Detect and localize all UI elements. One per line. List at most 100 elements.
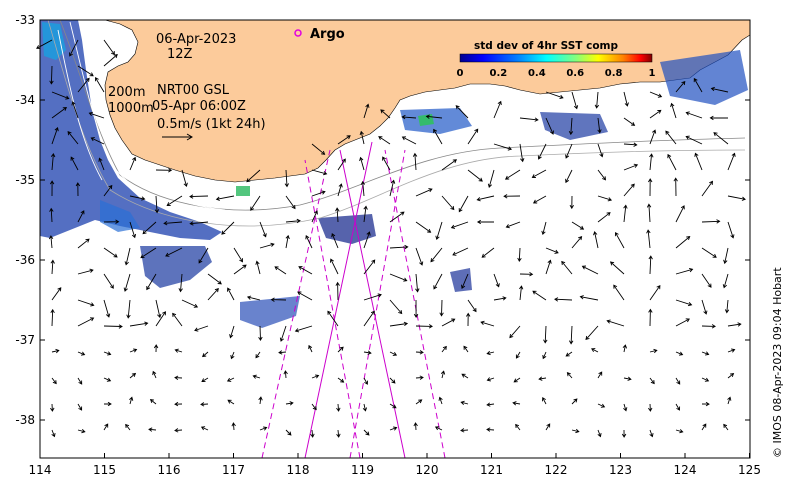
current-vector-arrow bbox=[675, 236, 691, 249]
current-vector-arrow bbox=[382, 156, 391, 171]
current-vector-arrow bbox=[701, 273, 712, 288]
current-vector-arrow bbox=[49, 207, 54, 223]
current-vector-arrow bbox=[389, 351, 398, 356]
scale-arrow-label: 0.5m/s (1kt 24h) bbox=[157, 117, 266, 132]
current-vector-arrow bbox=[51, 91, 70, 100]
current-vector-arrow bbox=[450, 221, 469, 229]
current-vector-arrow bbox=[226, 377, 235, 382]
current-vector-arrow bbox=[649, 284, 661, 301]
current-vector-arrow bbox=[363, 377, 368, 385]
current-vector-arrow bbox=[565, 351, 573, 357]
current-vector-arrow bbox=[441, 318, 456, 327]
current-vector-arrow bbox=[69, 39, 79, 57]
current-vector-arrow bbox=[103, 324, 123, 329]
current-vector-arrow bbox=[103, 423, 109, 431]
current-vector-arrow bbox=[441, 195, 455, 211]
current-vector-arrow bbox=[104, 401, 112, 407]
current-vector-arrow bbox=[259, 221, 267, 238]
current-vector-arrow bbox=[149, 399, 157, 405]
current-vector-arrow bbox=[571, 236, 583, 249]
current-vector-arrow bbox=[467, 128, 479, 145]
current-vector-arrow bbox=[597, 429, 602, 438]
current-vector-arrow bbox=[517, 247, 522, 262]
current-vector-arrow bbox=[532, 195, 547, 204]
current-vector-arrow bbox=[545, 259, 552, 275]
current-vector-arrow bbox=[337, 377, 345, 383]
current-vector-arrow bbox=[279, 325, 287, 342]
current-vector-arrow bbox=[727, 195, 746, 201]
current-vector-arrow bbox=[311, 403, 317, 411]
current-vector-arrow bbox=[648, 255, 653, 275]
x-tick-label: 121 bbox=[480, 463, 503, 477]
current-vector-arrow bbox=[252, 374, 261, 379]
current-vector-arrow bbox=[311, 143, 326, 155]
current-vector-arrow bbox=[467, 169, 483, 182]
current-vector-arrow bbox=[727, 373, 735, 379]
current-vector-arrow bbox=[359, 130, 365, 145]
current-vector-arrow bbox=[649, 109, 662, 119]
colorbar-tick-label: 0.8 bbox=[605, 68, 623, 79]
current-vector-arrow bbox=[294, 325, 313, 333]
current-vector-arrow bbox=[129, 195, 146, 201]
current-vector-arrow bbox=[103, 54, 118, 67]
current-vector-arrow bbox=[545, 247, 559, 254]
current-vector-arrow bbox=[415, 399, 423, 405]
y-tick-label: -33 bbox=[15, 13, 35, 27]
current-vector-arrow bbox=[649, 91, 663, 98]
current-vector-arrow bbox=[230, 351, 235, 360]
product-time-label: 05-Apr 06:00Z bbox=[152, 99, 246, 114]
current-vector-arrow bbox=[565, 169, 573, 184]
current-vector-arrow bbox=[250, 195, 261, 211]
current-vector-arrow bbox=[415, 324, 433, 329]
current-vector-arrow bbox=[597, 195, 613, 202]
current-vector-arrow bbox=[460, 428, 469, 433]
current-vector-arrow bbox=[148, 427, 157, 432]
current-vector-arrow bbox=[98, 157, 105, 171]
current-vector-arrow bbox=[335, 281, 340, 301]
current-vector-arrow bbox=[389, 179, 396, 197]
current-vector-arrow bbox=[430, 247, 443, 263]
current-vector-arrow bbox=[545, 91, 564, 100]
current-vector-arrow bbox=[542, 351, 547, 360]
current-vector-arrow bbox=[285, 429, 292, 436]
x-tick-label: 116 bbox=[158, 463, 181, 477]
current-vector-arrow bbox=[283, 370, 288, 379]
colorbar-tick-label: 0.6 bbox=[566, 68, 584, 79]
current-vector-arrow bbox=[509, 325, 521, 339]
current-vector-arrow bbox=[623, 117, 636, 126]
current-vector-arrow bbox=[327, 310, 339, 327]
current-vector-arrow bbox=[270, 297, 287, 302]
current-vector-arrow bbox=[178, 273, 183, 293]
current-vector-arrow bbox=[467, 299, 477, 313]
current-vector-arrow bbox=[493, 100, 502, 119]
current-vector-arrow bbox=[227, 399, 235, 405]
current-vector-arrow bbox=[538, 376, 547, 381]
y-tick-label: -35 bbox=[15, 173, 35, 187]
current-vector-arrow bbox=[597, 169, 607, 181]
current-vector-arrow bbox=[415, 247, 424, 266]
current-vector-arrow bbox=[389, 321, 409, 327]
current-vector-arrow bbox=[621, 429, 627, 438]
current-vector-arrow bbox=[685, 111, 703, 119]
current-vector-arrow bbox=[51, 377, 57, 385]
current-vector-arrow bbox=[298, 266, 313, 275]
current-vector-arrow bbox=[515, 423, 521, 431]
current-vector-arrow bbox=[146, 273, 157, 291]
current-vector-arrow bbox=[337, 135, 351, 145]
current-vector-arrow bbox=[123, 273, 131, 292]
current-vector-arrow bbox=[646, 203, 652, 223]
current-vector-arrow bbox=[649, 348, 658, 354]
current-vector-arrow bbox=[153, 344, 159, 353]
current-vectors bbox=[36, 39, 746, 438]
current-vector-arrow bbox=[103, 184, 113, 197]
current-vector-arrow bbox=[231, 422, 236, 431]
depth-1000-label: 1000m bbox=[108, 101, 154, 116]
current-vector-arrow bbox=[455, 105, 469, 119]
current-vector-arrow bbox=[129, 221, 137, 239]
current-vector-arrow bbox=[129, 321, 149, 327]
current-vector-arrow bbox=[166, 195, 183, 206]
current-vector-arrow bbox=[259, 426, 268, 431]
current-vector-arrow bbox=[623, 142, 638, 147]
current-vector-arrow bbox=[685, 135, 703, 145]
current-vector-arrow bbox=[50, 153, 56, 171]
